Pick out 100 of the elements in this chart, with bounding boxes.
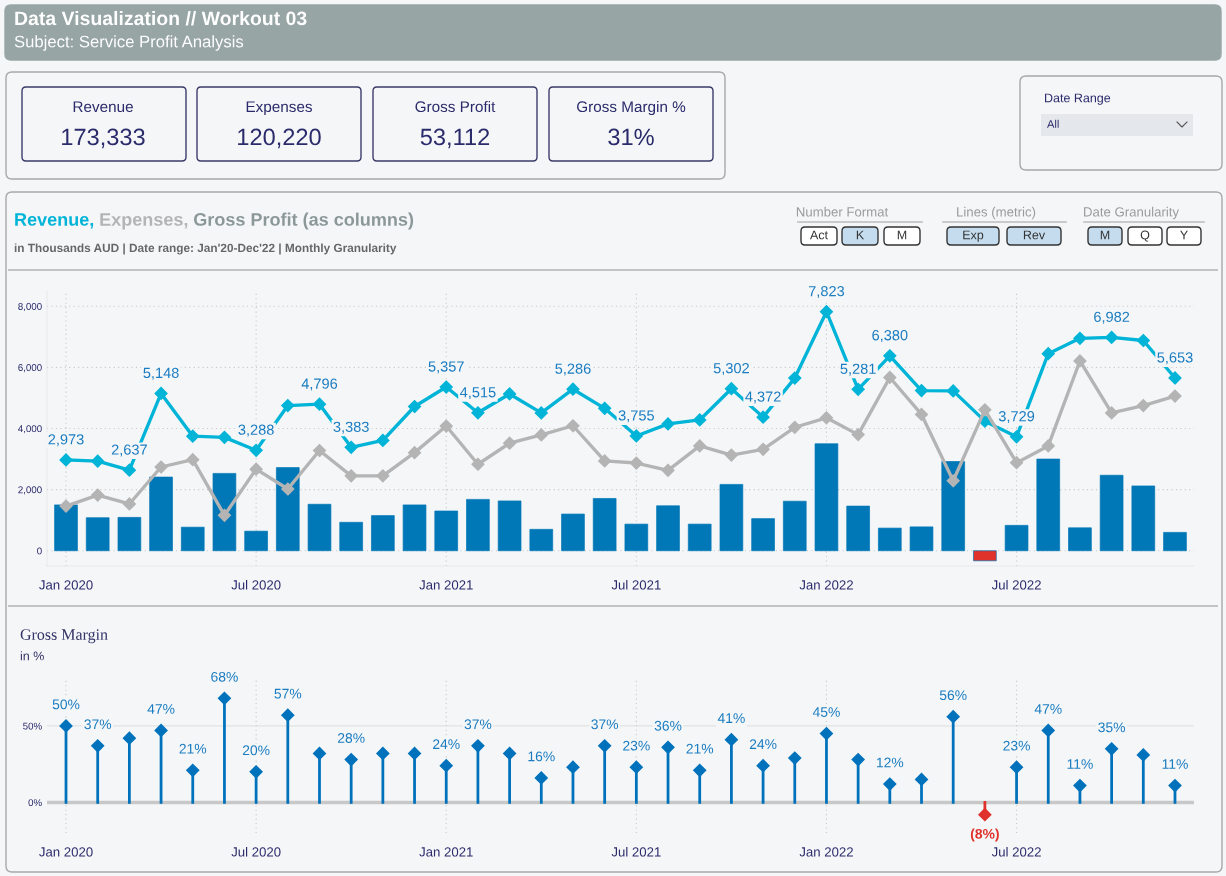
- bar: [244, 530, 268, 552]
- point: [407, 746, 422, 761]
- point: [1009, 430, 1024, 444]
- point: [471, 406, 485, 420]
- point: [471, 457, 485, 471]
- point: [186, 453, 200, 467]
- text: Expenses,: [100, 213, 188, 230]
- point: [1073, 354, 1087, 368]
- point: [566, 382, 580, 396]
- data-label: 7,823: [808, 285, 845, 299]
- point: [1073, 778, 1087, 793]
- x-tick-label: Jan 2022: [799, 847, 853, 857]
- x-tick-label: Jan 2021: [419, 580, 473, 590]
- bar: [371, 515, 395, 552]
- bar: [973, 550, 997, 562]
- y-tick-label: 50%: [23, 722, 42, 730]
- point: [661, 417, 675, 431]
- point: [883, 349, 897, 363]
- bar: [307, 503, 332, 552]
- bar: [846, 505, 870, 552]
- x-tick-label: Jul 2021: [611, 846, 661, 857]
- point: [217, 508, 232, 522]
- point: [186, 429, 200, 443]
- bar: [339, 521, 363, 552]
- data-label: 3,288: [238, 424, 274, 437]
- point: [59, 719, 73, 733]
- text: Data Visualization // Workout 03: [15, 10, 307, 26]
- point: [1168, 389, 1182, 403]
- point: [598, 454, 612, 468]
- point: [534, 771, 548, 785]
- point: [1041, 723, 1055, 738]
- point: [1136, 748, 1150, 762]
- point: [217, 691, 232, 705]
- point: [281, 482, 295, 496]
- point: [1168, 778, 1182, 793]
- x-tick-label: Jul 2020: [231, 846, 281, 857]
- point: [598, 401, 612, 415]
- point: [91, 454, 105, 468]
- point: [376, 469, 390, 483]
- point: [376, 746, 390, 761]
- data-label: 47%: [1034, 704, 1062, 714]
- text: Gross Profit: [415, 100, 496, 113]
- data-label: 57%: [274, 688, 302, 699]
- y-tick-label: 8,000: [18, 303, 42, 312]
- data-label: (8%): [970, 828, 999, 842]
- point: [1041, 439, 1055, 453]
- data-label: 11%: [1162, 759, 1188, 769]
- point: [946, 384, 960, 398]
- data-label: 36%: [654, 720, 682, 731]
- point: [312, 443, 327, 458]
- point: [281, 398, 295, 413]
- x-tick-label: Jan 2022: [799, 580, 853, 590]
- point: [914, 407, 929, 422]
- text: Act: [810, 230, 828, 240]
- data-label: 21%: [179, 743, 207, 754]
- text: 53,112: [420, 128, 490, 149]
- bar: [909, 526, 934, 552]
- chart-title: Gross Margin: [20, 629, 108, 644]
- point: [851, 752, 865, 767]
- point: [249, 443, 263, 457]
- bar: [624, 523, 649, 552]
- data-label: 23%: [1003, 740, 1030, 751]
- point: [154, 723, 168, 738]
- point: [59, 499, 73, 513]
- data-label: 21%: [686, 743, 714, 754]
- point: [249, 462, 263, 476]
- data-label: 5,281: [840, 363, 876, 376]
- text: Date Granularity: [1084, 206, 1180, 220]
- bar: [656, 505, 680, 552]
- point: [788, 371, 802, 385]
- point: [1041, 347, 1055, 361]
- point: [883, 777, 897, 791]
- y-tick-label: 6,000: [18, 364, 42, 373]
- bar: [1004, 525, 1029, 552]
- point: [756, 759, 770, 773]
- data-label: 35%: [1098, 722, 1126, 733]
- x-tick-label: Jul 2021: [611, 579, 661, 590]
- data-label: 41%: [717, 713, 745, 723]
- bar: [1099, 474, 1124, 552]
- bar: [149, 476, 173, 552]
- chart-title: Gross Profit (as columns): [193, 212, 414, 230]
- text: 120,220: [238, 128, 321, 149]
- text: Rev: [1023, 230, 1046, 240]
- data-label: 4,372: [745, 391, 781, 404]
- bar: [878, 527, 902, 552]
- point: [471, 739, 485, 753]
- point: [566, 760, 580, 774]
- data-label: 2,973: [48, 434, 84, 447]
- bar: [1036, 458, 1061, 552]
- text: Expenses: [246, 101, 312, 116]
- point: [819, 726, 834, 741]
- point: [503, 436, 517, 450]
- point: [344, 752, 358, 767]
- x-tick-label: Jul 2020: [231, 579, 281, 590]
- point: [122, 731, 136, 745]
- bar: [85, 517, 110, 552]
- point: [122, 463, 136, 477]
- y-tick-label: 0%: [28, 799, 42, 807]
- point: [122, 497, 136, 511]
- point: [344, 469, 358, 483]
